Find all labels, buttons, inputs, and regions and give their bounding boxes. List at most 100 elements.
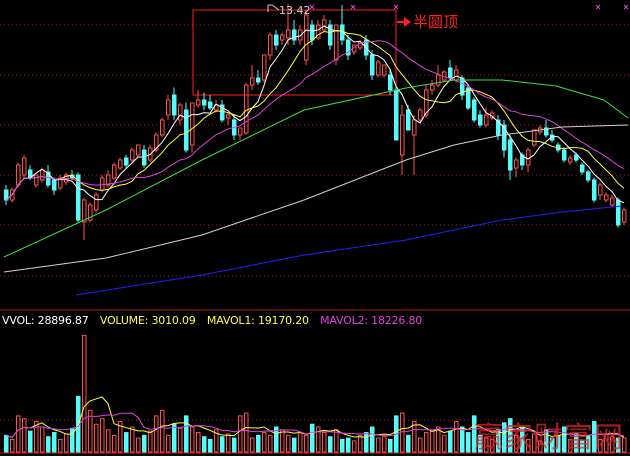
volume-bar <box>514 434 519 453</box>
volume-bar <box>496 429 501 453</box>
volume-bar <box>490 439 495 453</box>
volume-bar <box>172 423 177 453</box>
volume-bar <box>478 434 483 453</box>
volume-bar <box>538 440 543 453</box>
volume-bar <box>4 434 9 453</box>
candle-up <box>604 194 609 201</box>
candle-up <box>136 144 141 156</box>
candle-down <box>208 101 213 109</box>
volume-bar <box>58 439 63 453</box>
volume-bar <box>178 427 183 453</box>
volume-bar <box>64 433 69 453</box>
volume-bar <box>118 420 123 453</box>
volume-bar <box>82 334 87 453</box>
mavol1-value: MAVOL1: 19170.20 <box>206 314 309 327</box>
max-price-label: 13.42 <box>279 4 311 17</box>
candle-down <box>274 34 279 46</box>
volume-bar <box>502 422 507 453</box>
candle-down <box>184 109 189 151</box>
candle-up <box>400 114 405 156</box>
volume-bar <box>376 437 381 453</box>
volume-bar <box>280 429 285 453</box>
candle-down <box>256 77 261 83</box>
volume-bar <box>202 436 207 453</box>
volume-bar <box>436 426 441 453</box>
candle-down <box>544 127 549 136</box>
candle-down <box>592 179 597 201</box>
volume-bar <box>574 433 579 453</box>
ma10-line <box>5 29 625 201</box>
volume-bar <box>364 432 369 453</box>
volume-bar <box>226 433 231 453</box>
volume-bar <box>106 429 111 453</box>
volume-bar <box>592 420 597 453</box>
volume-bar <box>160 409 165 453</box>
volume-bar <box>526 439 531 453</box>
candle-up <box>262 54 267 81</box>
candle-up <box>22 157 27 176</box>
volume-bar <box>448 430 453 453</box>
candle-up <box>106 174 111 186</box>
candle-down <box>220 104 225 121</box>
candle-down <box>562 149 567 161</box>
volume-bar <box>388 439 393 453</box>
volume-bar <box>244 412 249 453</box>
candle-up <box>244 84 249 134</box>
volume-bar <box>52 432 57 453</box>
candle-up <box>298 29 303 41</box>
event-marker-icon <box>623 4 629 10</box>
candle-up <box>532 129 537 146</box>
volume-bar <box>316 426 321 453</box>
watermark-logo: 赢家财富网 <box>474 420 625 454</box>
candle-up <box>100 177 105 191</box>
candle-down <box>172 94 177 116</box>
candle-down <box>52 179 57 191</box>
candle-up <box>622 209 627 223</box>
volume-bar <box>46 436 51 453</box>
candle-down <box>202 99 207 106</box>
candle-up <box>160 119 165 136</box>
candle-up <box>178 104 183 121</box>
candle-up <box>286 29 291 39</box>
ma120-line <box>3 124 629 273</box>
candle-up <box>382 64 387 76</box>
volume-bar <box>238 415 243 453</box>
volume-bar <box>328 436 333 453</box>
volume-bar <box>352 440 357 453</box>
candle-up <box>82 199 87 223</box>
candle-down <box>388 74 393 91</box>
annotation-label: 半圆顶 <box>413 13 459 31</box>
volume-bar <box>430 429 435 453</box>
volume-bar <box>460 426 465 453</box>
candle-up <box>226 114 231 119</box>
volume-bar <box>274 426 279 453</box>
candle-up <box>250 77 255 86</box>
candle-up <box>118 159 123 169</box>
volume-bar <box>130 426 135 453</box>
volume-bar <box>322 432 327 453</box>
candle-up <box>304 14 309 61</box>
volume-bar <box>94 423 99 453</box>
volume-bar <box>232 437 237 453</box>
volume-bar <box>16 415 21 453</box>
candle-down <box>472 99 477 121</box>
volume-bar <box>112 434 117 453</box>
volume-bar <box>256 434 261 453</box>
ma20-line <box>5 40 625 201</box>
volume-bar <box>88 409 93 453</box>
candle-down <box>502 124 507 151</box>
volume-bar <box>268 434 273 453</box>
ma60-line <box>3 79 629 258</box>
volume-bar <box>358 434 363 453</box>
candle-down <box>346 39 351 56</box>
candle-up <box>334 24 339 61</box>
volume-bar <box>550 437 555 453</box>
volume-bar <box>220 436 225 453</box>
volume-bar <box>598 439 603 453</box>
candle-up <box>568 157 573 163</box>
candle-up <box>418 109 423 121</box>
arrow-right-icon <box>397 17 411 27</box>
ma250-line <box>75 205 623 296</box>
